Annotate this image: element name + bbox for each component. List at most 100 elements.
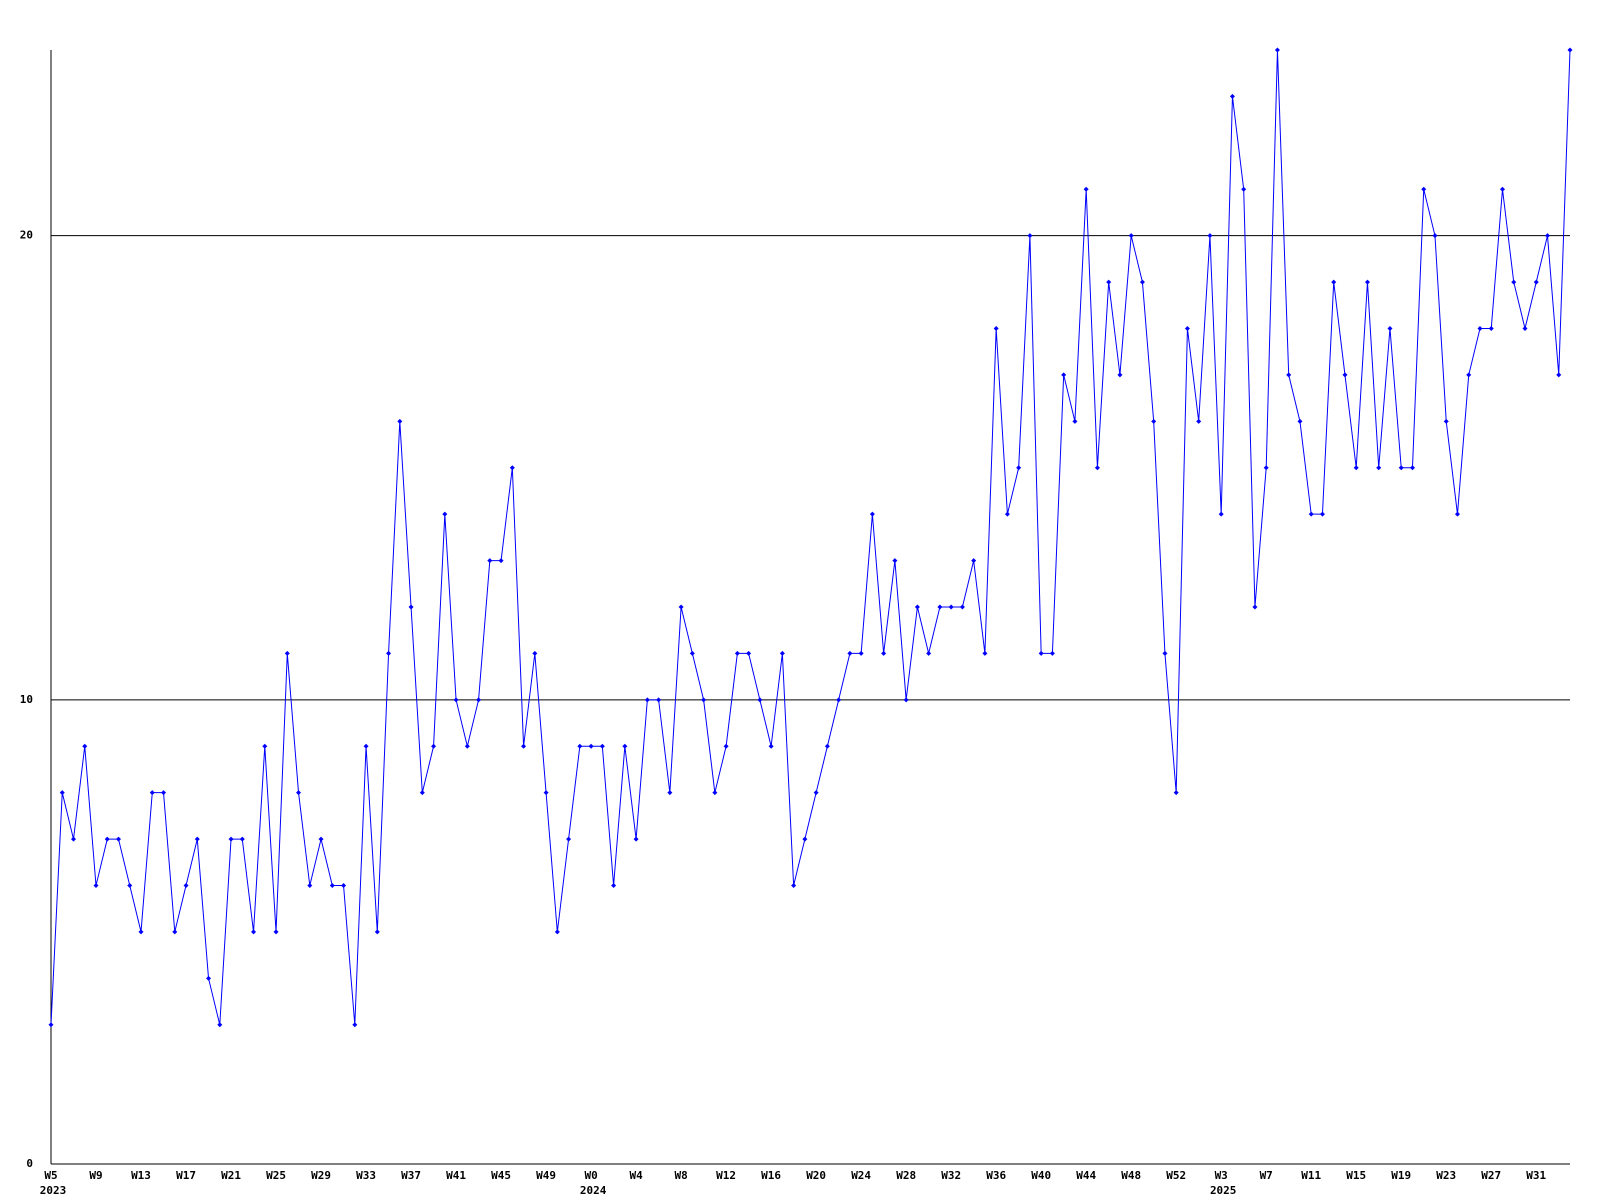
data-point	[352, 1022, 358, 1028]
x-year-label: 2023	[40, 1184, 67, 1197]
data-point	[71, 836, 77, 842]
x-tick-label: W16	[761, 1169, 781, 1182]
x-tick-label: W25	[266, 1169, 286, 1182]
data-point	[1522, 326, 1528, 331]
data-point	[453, 697, 459, 703]
data-point	[329, 883, 335, 888]
data-point	[509, 465, 515, 471]
data-point	[802, 836, 808, 842]
data-point	[1511, 279, 1517, 285]
y-tick-label: 10	[20, 693, 33, 706]
x-tick-label: W7	[1260, 1169, 1273, 1182]
data-point	[239, 836, 245, 842]
x-tick-label: W31	[1526, 1169, 1546, 1182]
data-point	[1353, 465, 1359, 471]
x-tick-label: W49	[536, 1169, 556, 1182]
x-tick-label: W23	[1436, 1169, 1456, 1182]
series-line	[50, 49, 1571, 1025]
data-point	[1016, 465, 1022, 471]
x-tick-label: W28	[896, 1169, 916, 1182]
data-point	[836, 697, 842, 703]
x-tick-label: W40	[1031, 1169, 1051, 1182]
data-point	[1331, 279, 1337, 285]
data-point	[734, 650, 740, 656]
data-point	[296, 790, 302, 796]
data-point	[1252, 604, 1258, 610]
x-tick-label: W8	[674, 1169, 687, 1182]
data-point	[498, 558, 504, 564]
x-tick-label: W48	[1121, 1169, 1141, 1182]
data-point	[1094, 465, 1100, 471]
data-point	[419, 790, 425, 796]
data-point	[1544, 233, 1550, 239]
x-year-label: 2025	[1210, 1184, 1237, 1197]
x-tick-label: W37	[401, 1169, 421, 1182]
data-point	[656, 697, 662, 703]
data-point	[667, 790, 673, 796]
data-point	[543, 790, 549, 796]
data-point	[172, 929, 178, 935]
data-point	[183, 883, 189, 888]
data-point	[982, 650, 988, 656]
x-tick-label: W4	[629, 1169, 643, 1182]
x-tick-label: W12	[716, 1169, 736, 1182]
x-tick-label: W52	[1166, 1169, 1186, 1182]
data-point	[1364, 279, 1370, 285]
data-point	[1556, 372, 1562, 378]
data-point	[1218, 511, 1224, 517]
data-point	[599, 743, 605, 749]
data-point	[937, 604, 943, 610]
data-point	[194, 836, 200, 842]
data-point	[757, 697, 763, 703]
x-tick-label: W27	[1481, 1169, 1501, 1182]
data-point	[1376, 465, 1382, 471]
data-point	[442, 511, 448, 517]
data-point	[1466, 372, 1472, 378]
data-point	[104, 836, 110, 842]
data-point	[1387, 326, 1393, 331]
data-point	[1139, 279, 1145, 285]
data-point	[948, 604, 954, 610]
data-point	[374, 929, 380, 935]
data-point	[228, 836, 234, 842]
data-point	[813, 790, 819, 796]
data-point	[1061, 372, 1067, 378]
data-point	[689, 650, 695, 656]
data-point	[1229, 93, 1235, 99]
data-point	[1398, 465, 1404, 471]
data-point	[116, 836, 122, 842]
data-point	[1083, 186, 1089, 192]
data-point	[464, 743, 470, 749]
x-tick-label: W17	[176, 1169, 196, 1182]
data-point	[1409, 465, 1415, 471]
data-point	[644, 697, 650, 703]
data-point	[1072, 418, 1078, 424]
data-point	[1319, 511, 1325, 517]
data-point	[1443, 418, 1449, 424]
data-point	[926, 650, 932, 656]
data-point	[262, 743, 268, 749]
data-point	[1477, 326, 1483, 331]
data-point	[914, 604, 920, 610]
x-tick-label: W5	[44, 1169, 57, 1182]
data-point	[1286, 372, 1292, 378]
data-point	[622, 743, 628, 749]
data-point	[59, 790, 65, 796]
data-point	[386, 650, 392, 656]
x-year-label: 2024	[580, 1184, 607, 1197]
data-point	[1421, 186, 1427, 192]
x-tick-label: W3	[1215, 1169, 1228, 1182]
x-tick-label: W9	[89, 1169, 102, 1182]
data-point	[1184, 326, 1190, 331]
data-point	[307, 883, 313, 888]
data-point	[1263, 465, 1269, 471]
data-point	[363, 743, 369, 749]
x-tick-label: W33	[356, 1169, 376, 1182]
data-point	[791, 883, 797, 888]
data-point	[1162, 650, 1168, 656]
data-point	[1173, 790, 1179, 796]
x-tick-label: W32	[941, 1169, 961, 1182]
data-point	[1004, 511, 1010, 517]
data-point	[1128, 233, 1134, 239]
data-point	[881, 650, 887, 656]
